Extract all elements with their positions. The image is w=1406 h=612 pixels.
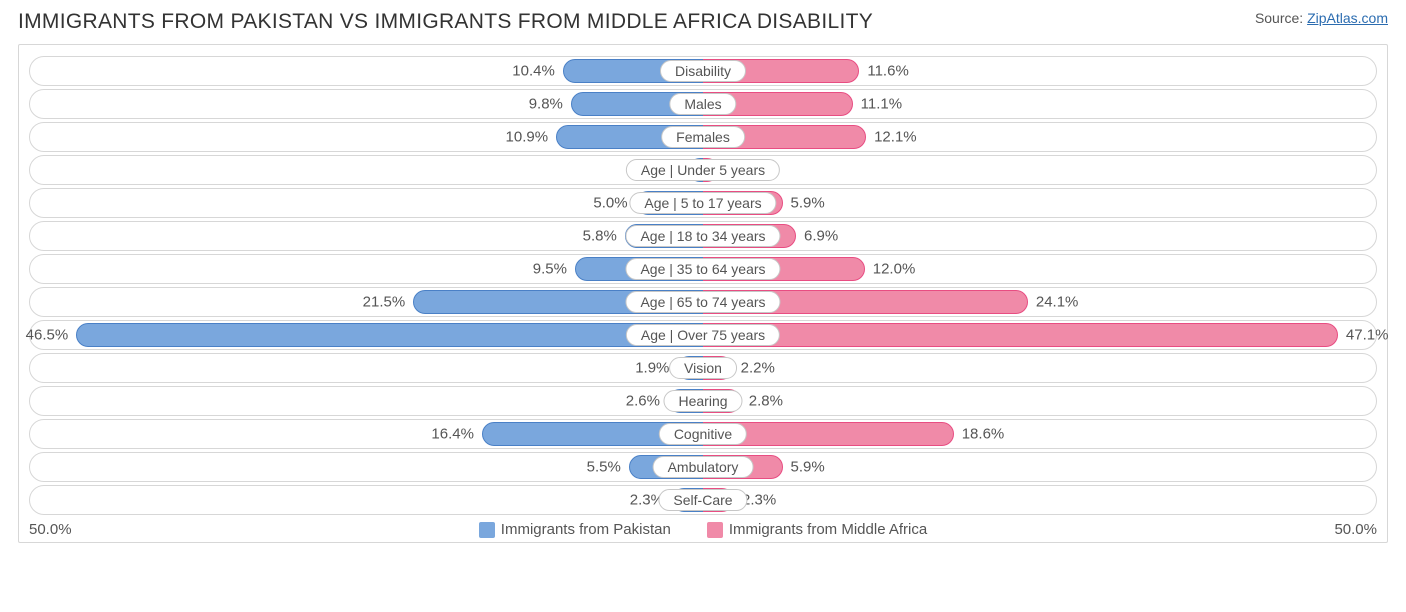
chart-area: 10.4%11.6%Disability9.8%11.1%Males10.9%1… (18, 44, 1388, 543)
chart-title: IMMIGRANTS FROM PAKISTAN VS IMMIGRANTS F… (18, 10, 873, 34)
legend-left-label: Immigrants from Pakistan (501, 521, 671, 538)
source: Source: ZipAtlas.com (1255, 10, 1388, 26)
right-value: 12.0% (873, 261, 916, 278)
legend-right-swatch (707, 522, 723, 538)
left-half: 5.8% (29, 224, 703, 248)
chart-row: 16.4% 18.6% Cognitive (29, 419, 1377, 449)
left-half: 21.5% (29, 290, 703, 314)
left-value: 16.4% (431, 426, 474, 443)
right-value: 5.9% (791, 195, 825, 212)
left-value: 2.6% (626, 393, 660, 410)
chart-row: 9.8% 11.1% Males (29, 89, 1377, 119)
left-value: 5.5% (587, 459, 621, 476)
left-half: 1.9% (29, 356, 703, 380)
source-label: Source: (1255, 10, 1307, 26)
left-value: 10.4% (512, 63, 555, 80)
category-label: Ambulatory (653, 456, 754, 478)
right-half: 5.9% (703, 191, 1377, 215)
left-half: 5.0% (29, 191, 703, 215)
left-value: 5.0% (593, 195, 627, 212)
left-half: 16.4% (29, 422, 703, 446)
category-label: Self-Care (658, 489, 747, 511)
left-half: 2.3% (29, 488, 703, 512)
right-half: 2.8% (703, 389, 1377, 413)
left-value: 21.5% (363, 294, 406, 311)
category-label: Age | 65 to 74 years (625, 291, 780, 313)
left-half: 9.8% (29, 92, 703, 116)
right-half: 12.1% (703, 125, 1377, 149)
legend-left: Immigrants from Pakistan (479, 521, 671, 538)
legend-left-swatch (479, 522, 495, 538)
category-label: Vision (669, 357, 737, 379)
right-half: 6.9% (703, 224, 1377, 248)
right-half: 47.1% (703, 323, 1377, 347)
category-label: Cognitive (659, 423, 747, 445)
category-label: Age | 5 to 17 years (629, 192, 776, 214)
chart-row: 10.4% 11.6% Disability (29, 56, 1377, 86)
axis-right-max: 50.0% (1334, 521, 1377, 538)
right-bar (703, 323, 1338, 347)
right-half: 5.9% (703, 455, 1377, 479)
chart-row: 21.5% 24.1% Age | 65 to 74 years (29, 287, 1377, 317)
category-label: Females (661, 126, 745, 148)
legend: 50.0% Immigrants from Pakistan Immigrant… (19, 521, 1387, 538)
chart-row: 5.5% 5.9% Ambulatory (29, 452, 1377, 482)
chart-row: 1.1%1.2%Age | Under 5 years (29, 155, 1377, 185)
header: IMMIGRANTS FROM PAKISTAN VS IMMIGRANTS F… (18, 10, 1388, 34)
left-value: 9.8% (529, 96, 563, 113)
legend-right: Immigrants from Middle Africa (707, 521, 927, 538)
right-value: 12.1% (874, 129, 917, 146)
category-label: Age | 18 to 34 years (625, 225, 780, 247)
category-label: Males (669, 93, 736, 115)
right-half: 2.2% (703, 356, 1377, 380)
right-value: 2.8% (749, 393, 783, 410)
chart-row: 5.0% 5.9% Age | 5 to 17 years (29, 188, 1377, 218)
left-bar (76, 323, 703, 347)
chart-row: 10.9% 12.1% Females (29, 122, 1377, 152)
right-value: 6.9% (804, 228, 838, 245)
left-half: 10.9% (29, 125, 703, 149)
chart-row: 46.5% 47.1%Age | Over 75 years (29, 320, 1377, 350)
right-half: 18.6% (703, 422, 1377, 446)
chart-row: 2.3%2.3%Self-Care (29, 485, 1377, 515)
left-value: 5.8% (583, 228, 617, 245)
chart-row: 5.8% 6.9% Age | 18 to 34 years (29, 221, 1377, 251)
right-value: 47.1% (1346, 327, 1389, 344)
left-value: 9.5% (533, 261, 567, 278)
right-half: 24.1% (703, 290, 1377, 314)
right-half: 2.3% (703, 488, 1377, 512)
chart-row: 2.6% 2.8% Hearing (29, 386, 1377, 416)
right-half: 11.6% (703, 59, 1377, 83)
category-label: Age | Under 5 years (626, 159, 780, 181)
right-half: 1.2% (703, 158, 1377, 182)
rows-container: 10.4%11.6%Disability9.8%11.1%Males10.9%1… (19, 56, 1387, 515)
legend-right-label: Immigrants from Middle Africa (729, 521, 927, 538)
source-link[interactable]: ZipAtlas.com (1307, 10, 1388, 26)
right-value: 24.1% (1036, 294, 1079, 311)
left-half: 2.6% (29, 389, 703, 413)
chart-row: 9.5% 12.0% Age | 35 to 64 years (29, 254, 1377, 284)
left-value: 1.9% (635, 360, 669, 377)
right-value: 18.6% (962, 426, 1005, 443)
right-value: 5.9% (791, 459, 825, 476)
left-value: 10.9% (506, 129, 549, 146)
category-label: Hearing (663, 390, 742, 412)
left-half: 46.5% (29, 323, 703, 347)
category-label: Age | Over 75 years (626, 324, 780, 346)
axis-left-max: 50.0% (29, 521, 72, 538)
right-value: 2.2% (741, 360, 775, 377)
left-half: 10.4% (29, 59, 703, 83)
right-value: 11.6% (867, 63, 908, 80)
left-value: 46.5% (26, 327, 69, 344)
left-half: 1.1% (29, 158, 703, 182)
right-half: 11.1% (703, 92, 1377, 116)
left-half: 5.5% (29, 455, 703, 479)
right-value: 11.1% (861, 96, 902, 113)
category-label: Age | 35 to 64 years (625, 258, 780, 280)
chart-row: 1.9% 2.2%Vision (29, 353, 1377, 383)
left-half: 9.5% (29, 257, 703, 281)
right-half: 12.0% (703, 257, 1377, 281)
category-label: Disability (660, 60, 746, 82)
